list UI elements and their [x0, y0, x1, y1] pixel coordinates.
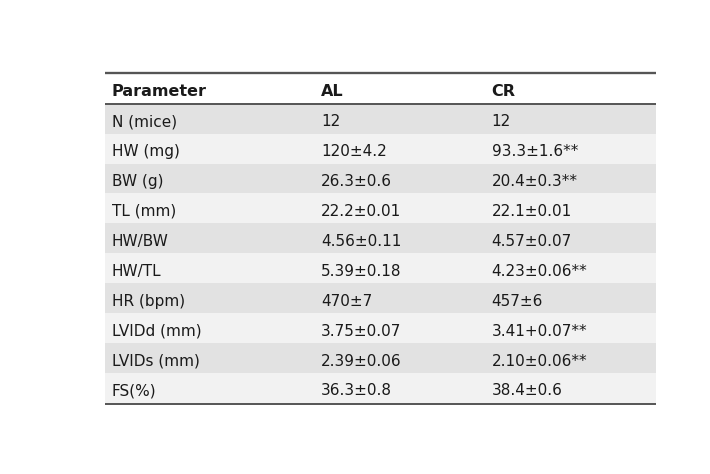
Text: HW/TL: HW/TL — [112, 264, 161, 279]
Text: BW (g): BW (g) — [112, 174, 163, 189]
Text: N (mice): N (mice) — [112, 114, 177, 129]
Text: 12: 12 — [321, 114, 340, 129]
Text: 36.3±0.8: 36.3±0.8 — [321, 383, 392, 399]
Bar — [105, 313, 655, 343]
Text: 93.3±1.6**: 93.3±1.6** — [491, 144, 578, 159]
Bar — [105, 193, 655, 223]
Text: 4.57±0.07: 4.57±0.07 — [491, 234, 572, 249]
Text: HR (bpm): HR (bpm) — [112, 294, 185, 309]
Text: 4.23±0.06**: 4.23±0.06** — [491, 264, 587, 279]
Text: HW (mg): HW (mg) — [112, 144, 180, 159]
Text: AL: AL — [321, 84, 344, 99]
Text: 22.1±0.01: 22.1±0.01 — [491, 204, 572, 219]
Text: LVIDd (mm): LVIDd (mm) — [112, 324, 202, 338]
Text: 470±7: 470±7 — [321, 294, 372, 309]
Text: LVIDs (mm): LVIDs (mm) — [112, 354, 200, 369]
Text: 22.2±0.01: 22.2±0.01 — [321, 204, 401, 219]
Text: 457±6: 457±6 — [491, 294, 543, 309]
Bar — [105, 253, 655, 283]
Text: 20.4±0.3**: 20.4±0.3** — [491, 174, 577, 189]
Text: 38.4±0.6: 38.4±0.6 — [491, 383, 562, 399]
Bar — [105, 223, 655, 253]
Text: 2.39±0.06: 2.39±0.06 — [321, 354, 402, 369]
Text: 2.10±0.06**: 2.10±0.06** — [491, 354, 587, 369]
Bar — [105, 164, 655, 193]
Text: 26.3±0.6: 26.3±0.6 — [321, 174, 392, 189]
Text: CR: CR — [491, 84, 515, 99]
Text: 5.39±0.18: 5.39±0.18 — [321, 264, 401, 279]
Bar — [105, 343, 655, 373]
Bar — [105, 104, 655, 134]
Text: Parameter: Parameter — [112, 84, 207, 99]
Text: 3.75±0.07: 3.75±0.07 — [321, 324, 401, 338]
Text: 120±4.2: 120±4.2 — [321, 144, 387, 159]
Text: TL (mm): TL (mm) — [112, 204, 176, 219]
Text: 4.56±0.11: 4.56±0.11 — [321, 234, 401, 249]
Bar — [105, 74, 655, 104]
Bar — [105, 134, 655, 164]
Bar — [105, 373, 655, 403]
Bar — [105, 283, 655, 313]
Text: 12: 12 — [491, 114, 510, 129]
Text: FS(%): FS(%) — [112, 383, 156, 399]
Text: HW/BW: HW/BW — [112, 234, 169, 249]
Text: 3.41+0.07**: 3.41+0.07** — [491, 324, 587, 338]
